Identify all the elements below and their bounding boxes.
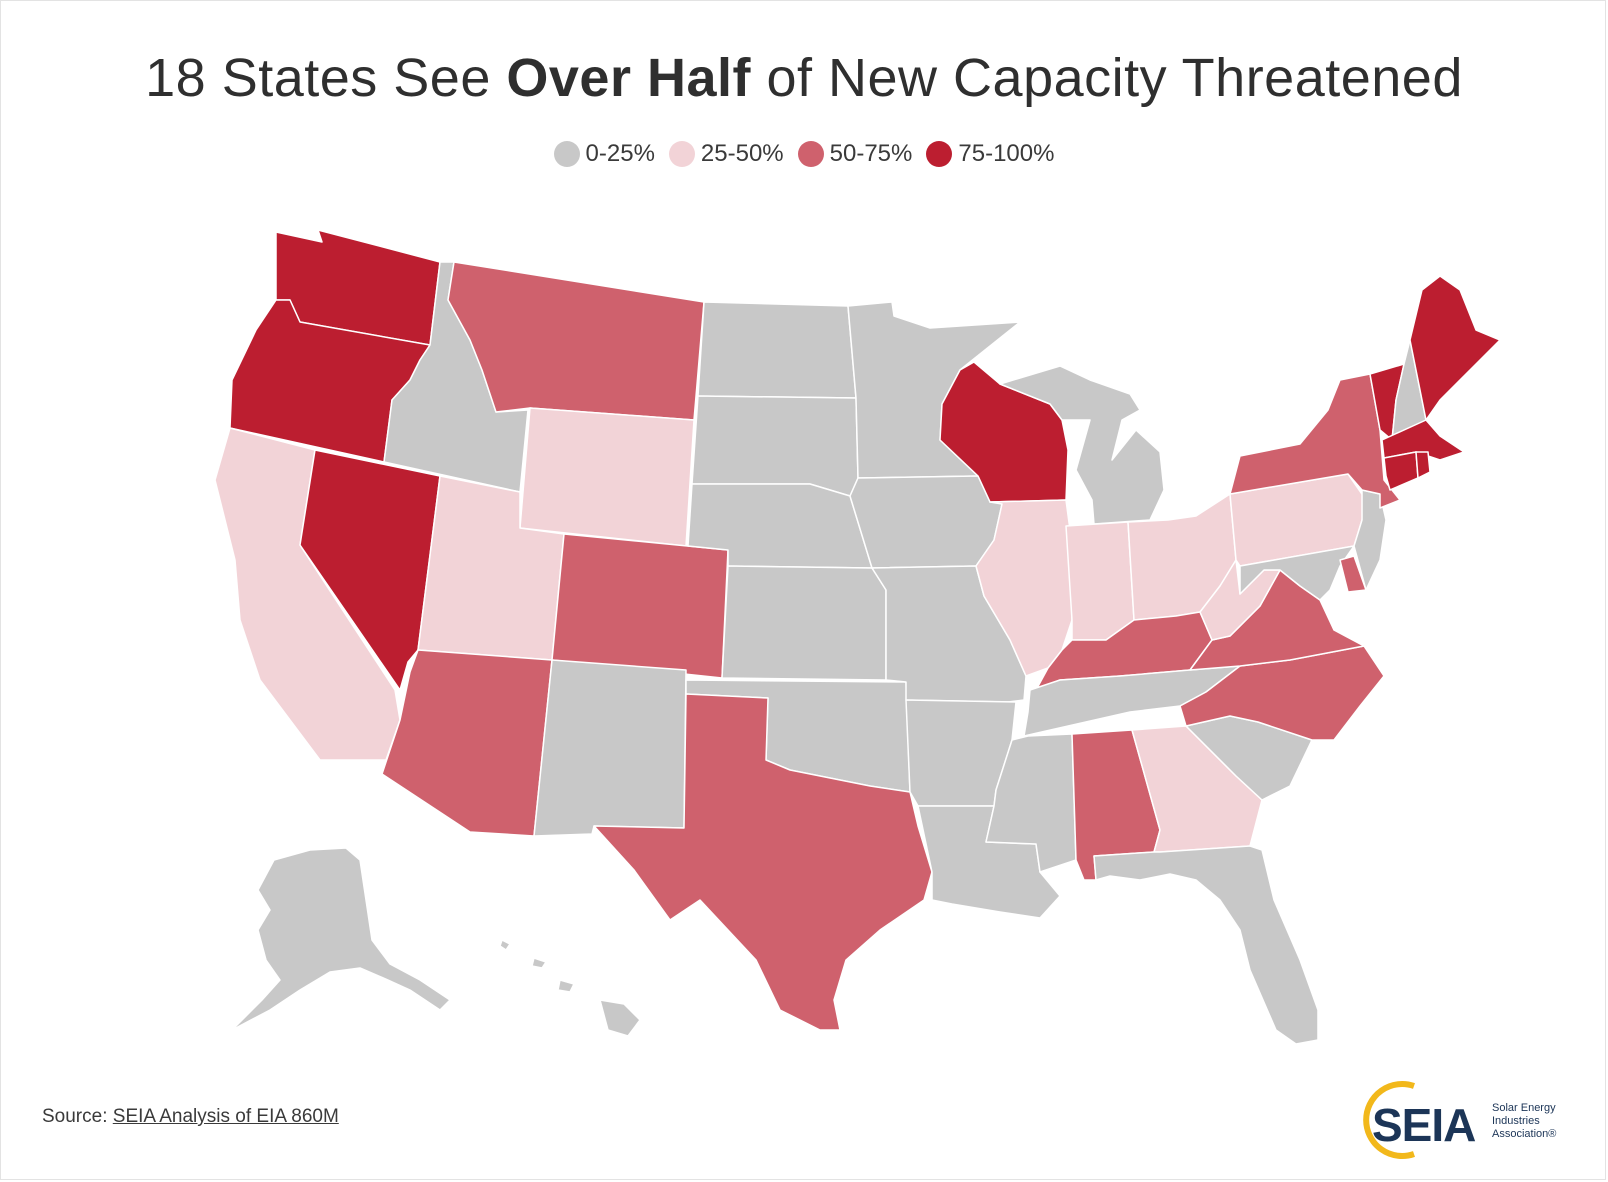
legend-swatch — [553, 141, 580, 167]
seia-logo: SEIA Solar Energy Industries Association… — [1352, 1080, 1572, 1160]
legend-swatch — [668, 141, 695, 167]
state-iowa — [849, 475, 1003, 569]
state-indiana — [1065, 521, 1135, 641]
logo-wordmark: SEIA — [1372, 1099, 1476, 1151]
state-kansas — [721, 565, 887, 681]
legend-item: 25-50% — [668, 140, 784, 168]
state-montana — [447, 261, 705, 421]
legend: 0-25% 25-50% 50-75% 75-100% — [0, 140, 1608, 168]
legend-item: 75-100% — [926, 140, 1054, 168]
state-south-dakota — [691, 395, 859, 497]
source-link[interactable]: SEIA Analysis of EIA 860M — [112, 1106, 339, 1127]
title-part-2: of New Capacity Threatened — [750, 48, 1463, 108]
logo-tagline: Solar Energy Industries Association® — [1492, 1102, 1557, 1140]
state-colorado — [551, 533, 729, 679]
state-hawaii — [499, 939, 641, 1037]
title-emphasis: Over Half — [506, 48, 751, 108]
state-rhode-island — [1415, 451, 1431, 479]
state-north-dakota — [697, 301, 857, 399]
chart-title: 18 States See Over Half of New Capacity … — [0, 46, 1608, 110]
state-wyoming — [519, 407, 695, 547]
legend-item: 0-25% — [553, 140, 655, 168]
state-connecticut — [1383, 451, 1419, 491]
state-new-mexico — [533, 659, 687, 837]
legend-swatch — [926, 141, 953, 167]
state-texas — [593, 693, 933, 1031]
state-maine — [1409, 275, 1501, 421]
state-florida — [1093, 845, 1319, 1045]
legend-label: 0-25% — [585, 140, 655, 167]
title-part-1: 18 States See — [145, 48, 507, 108]
sun-arc-icon — [1363, 1081, 1415, 1159]
state-maryland — [1239, 545, 1355, 601]
state-new-york — [1229, 373, 1401, 509]
legend-label: 50-75% — [829, 140, 913, 167]
state-wisconsin — [939, 361, 1069, 503]
legend-label: 25-50% — [700, 140, 784, 167]
legend-label: 75-100% — [958, 140, 1055, 167]
state-michigan — [999, 365, 1165, 525]
source-prefix: Source: — [42, 1106, 113, 1127]
legend-item: 50-75% — [797, 140, 913, 168]
state-arizona — [381, 649, 553, 837]
legend-swatch — [797, 141, 824, 167]
source-note: Source: SEIA Analysis of EIA 860M — [42, 1106, 339, 1128]
state-alaska — [231, 847, 451, 1031]
